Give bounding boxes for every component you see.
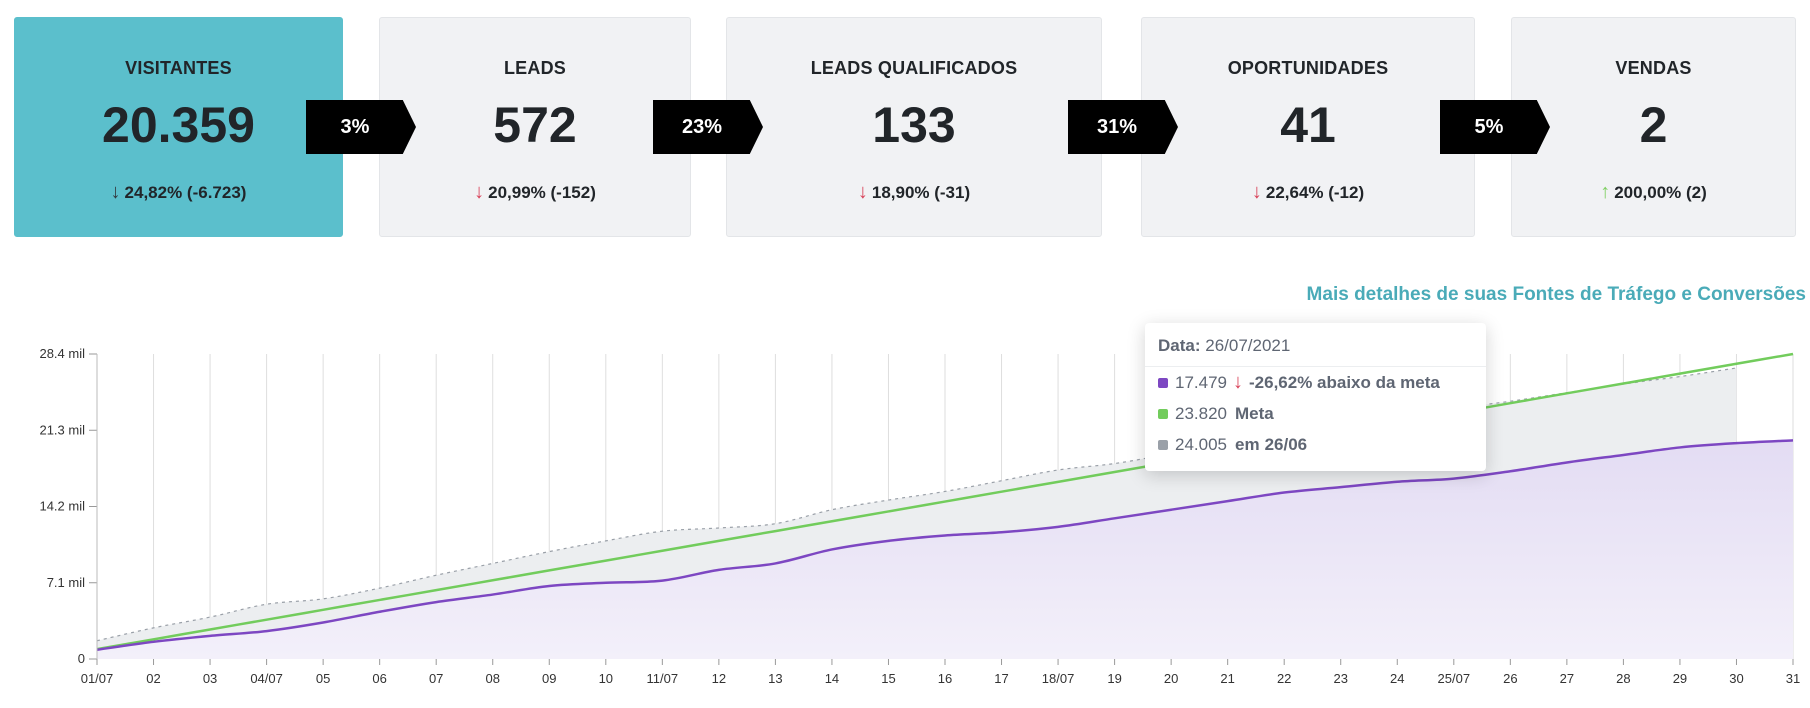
x-tick-label: 10 — [599, 671, 613, 686]
funnel-card-leads-qualificados[interactable]: LEADS QUALIFICADOS 133 ↓ 18,90% (-31) — [726, 17, 1102, 237]
meta-value: 23.820 — [1175, 403, 1227, 423]
meta-label: Meta — [1235, 403, 1274, 423]
funnel-card-visitantes[interactable]: VISITANTES 20.359 ↓ 24,82% (-6.723) — [14, 17, 343, 237]
meta-line — [96, 352, 1794, 651]
x-tick-label: 18/07 — [1042, 671, 1075, 686]
x-tick-label: 28 — [1616, 671, 1630, 686]
x-tick-label: 01/07 — [81, 671, 114, 686]
x-tick-label: 16 — [938, 671, 952, 686]
conversion-rate-badge: 23% — [653, 100, 763, 154]
tooltip-date: 26/07/2021 — [1205, 336, 1291, 355]
tooltip-row-current: 17.479 ↓ -26,62% abaixo da meta — [1145, 367, 1486, 398]
previous-month-line — [96, 367, 1737, 642]
card-value: 20.359 — [102, 97, 255, 153]
current-area — [97, 440, 1793, 659]
card-change: ↓ 24,82% (-6.723) — [15, 181, 342, 204]
change-text: 20,99% (-152) — [488, 183, 596, 202]
x-tick-label: 24 — [1390, 671, 1404, 686]
x-tick-label: 17 — [994, 671, 1008, 686]
tooltip-date-label: Data: — [1158, 336, 1201, 355]
traffic-details-link[interactable]: Mais detalhes de suas Fontes de Tráfego … — [1306, 284, 1806, 305]
x-tick-label: 09 — [542, 671, 556, 686]
card-change: ↓ 20,99% (-152) — [380, 181, 690, 204]
previous-value: 24.005 — [1175, 434, 1227, 454]
x-tick-label: 22 — [1277, 671, 1291, 686]
x-tick-label: 03 — [203, 671, 217, 686]
y-tick-label: 28.4 mil — [39, 346, 85, 361]
x-tick-label: 14 — [825, 671, 839, 686]
x-tick-label: 04/07 — [250, 671, 283, 686]
y-tick-label: 21.3 mil — [39, 422, 85, 437]
previous-prefix: em — [1235, 434, 1260, 454]
gray-swatch-icon — [1158, 439, 1168, 450]
change-text: 22,64% (-12) — [1265, 183, 1365, 202]
x-tick-label: 08 — [485, 671, 499, 686]
y-tick-label: 0 — [78, 651, 85, 666]
card-change: ↓ 22,64% (-12) — [1142, 181, 1474, 204]
current-value: 17.479 — [1175, 372, 1227, 392]
arrow-down-icon: ↓ — [474, 181, 485, 203]
x-tick-label: 21 — [1220, 671, 1234, 686]
x-tick-label: 05 — [316, 671, 330, 686]
arrow-down-icon: ↓ — [857, 181, 868, 203]
current-note: -26,62% abaixo da meta — [1249, 372, 1440, 392]
funnel-card-leads[interactable]: LEADS 572 ↓ 20,99% (-152) — [379, 17, 691, 237]
card-label: LEADS — [503, 58, 566, 78]
current-line — [96, 439, 1794, 652]
x-tick-label: 27 — [1560, 671, 1574, 686]
tooltip-row-previous: 24.005 em 26/06 — [1145, 429, 1486, 460]
arrow-up-icon: ↑ — [1600, 181, 1611, 203]
arrow-down-icon: ↓ — [1251, 181, 1262, 203]
funnel-card-vendas[interactable]: VENDAS 2 ↑ 200,00% (2) — [1511, 17, 1796, 237]
change-text: 200,00% (2) — [1614, 183, 1707, 202]
card-label: OPORTUNIDADES — [1227, 58, 1389, 78]
card-change: ↓ 18,90% (-31) — [727, 181, 1101, 204]
arrow-down-icon: ↓ — [1233, 371, 1243, 393]
y-tick-label: 14.2 mil — [39, 499, 85, 514]
visitors-chart[interactable]: 01/07 02 03 04/07 05 06 07 08 09 10 11/07 12 13 14 15 1… — [0, 300, 1810, 708]
x-tick-label: 26 — [1503, 671, 1517, 686]
y-tick-label: 7.1 mil — [47, 575, 85, 590]
card-value: 41 — [1280, 97, 1336, 153]
card-label: VISITANTES — [125, 58, 232, 78]
change-text: 24,82% (-6.723) — [124, 183, 247, 202]
green-swatch-icon — [1158, 408, 1168, 419]
x-tick-label: 20 — [1164, 671, 1178, 686]
tooltip-header: Data: 26/07/2021 — [1145, 323, 1486, 367]
chart-tooltip: Data: 26/07/2021 17.479 ↓ -26,62% abaixo… — [1145, 323, 1486, 471]
x-tick-label: 02 — [146, 671, 160, 686]
change-text: 18,90% (-31) — [871, 183, 971, 202]
x-tick-label: 30 — [1729, 671, 1743, 686]
x-tick-label: 25/07 — [1438, 671, 1471, 686]
conversion-rate-badge: 5% — [1440, 100, 1550, 154]
x-tick-label: 19 — [1107, 671, 1121, 686]
x-tick-label: 07 — [429, 671, 443, 686]
card-label: VENDAS — [1615, 58, 1692, 78]
card-value: 2 — [1639, 97, 1668, 153]
x-tick-label: 13 — [768, 671, 782, 686]
conversion-rate-badge: 31% — [1068, 100, 1178, 154]
x-tick-label: 06 — [372, 671, 386, 686]
conversion-rate-badge: 3% — [306, 100, 416, 154]
x-tick-label: 29 — [1673, 671, 1687, 686]
funnel-card-oportunidades[interactable]: OPORTUNIDADES 41 ↓ 22,64% (-12) — [1141, 17, 1475, 237]
tooltip-row-meta: 23.820 Meta — [1145, 398, 1486, 429]
card-label: LEADS QUALIFICADOS — [810, 58, 1018, 78]
card-change: ↑ 200,00% (2) — [1512, 181, 1795, 204]
arrow-down-icon: ↓ — [110, 181, 121, 203]
x-tick-label: 23 — [1333, 671, 1347, 686]
x-tick-label: 15 — [881, 671, 895, 686]
x-tick-label: 12 — [712, 671, 726, 686]
x-tick-label: 31 — [1786, 671, 1800, 686]
card-value: 133 — [872, 97, 956, 153]
card-value: 572 — [493, 97, 577, 153]
previous-date: 26/06 — [1264, 434, 1308, 454]
purple-swatch-icon — [1158, 377, 1168, 388]
x-tick-label: 11/07 — [647, 671, 679, 686]
